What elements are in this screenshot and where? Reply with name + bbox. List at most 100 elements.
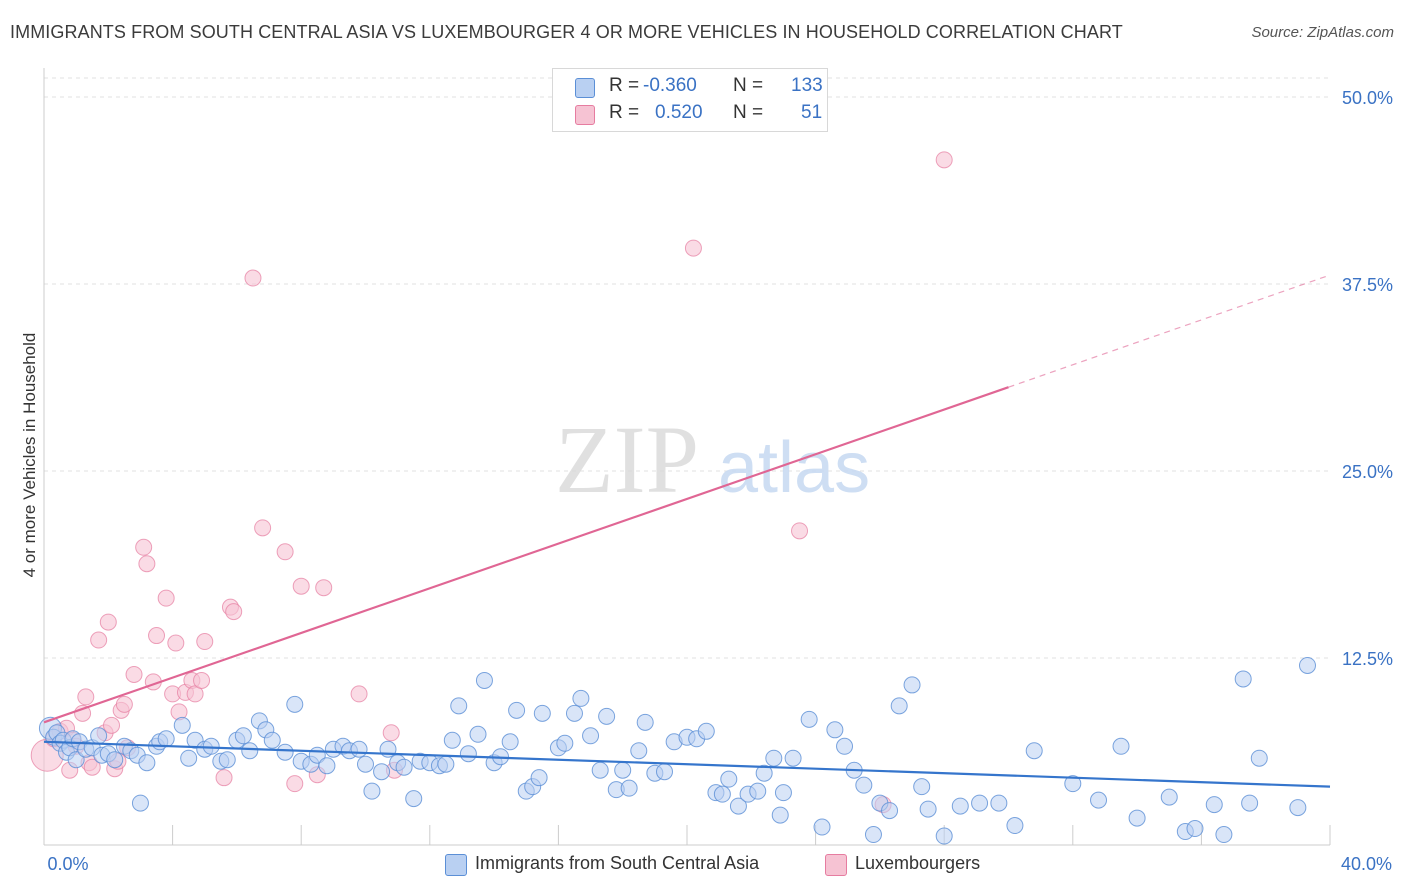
legend-swatch-blue (575, 78, 595, 98)
legend-n-value: 133 (791, 75, 823, 96)
south-central-asia-point (565, 704, 583, 722)
south-central-asia-point (813, 818, 831, 836)
south-central-asia-point (729, 797, 747, 815)
south-central-asia-point (501, 733, 519, 751)
south-central-asia-point (443, 731, 461, 749)
south-central-asia-point (598, 707, 616, 725)
south-central-asia-point (614, 761, 632, 779)
south-central-asia-point (713, 785, 731, 803)
south-central-asia-point (276, 743, 294, 761)
axes (43, 68, 1331, 846)
south-central-asia-point (1250, 749, 1268, 767)
luxembourger-point (135, 538, 153, 556)
south-central-asia-point (138, 754, 156, 772)
luxembourger-point (935, 151, 953, 169)
luxembourger-point (684, 239, 702, 257)
south-central-asia-point (530, 769, 548, 787)
luxembourger-point (225, 603, 243, 621)
trend-lines (43, 274, 1331, 788)
south-central-asia-point (533, 704, 551, 722)
south-central-asia-point (202, 737, 220, 755)
luxembourger-point (350, 685, 368, 703)
south-central-asia-point (131, 794, 149, 812)
south-central-asia-point (475, 671, 493, 689)
south-central-asia-point (836, 737, 854, 755)
south-central-asia-point (1128, 809, 1146, 827)
luxembourger-point (292, 577, 310, 595)
watermark: ZIP atlas (555, 406, 870, 513)
y-tick-label: 12.5% (1342, 649, 1393, 669)
south-central-asia-point (990, 794, 1008, 812)
luxembourger-point (315, 579, 333, 597)
correlation-legend: R = -0.360 N = 133 R = 0.520 N = 51 (552, 68, 828, 132)
south-central-asia-point (180, 749, 198, 767)
south-central-asia-point (855, 776, 873, 794)
south-central-asia-point (286, 695, 304, 713)
south-central-asia-point (1025, 742, 1043, 760)
bottom-legend-swatch-blue (445, 854, 467, 876)
south-central-asia-point (881, 802, 899, 820)
bottom-legend-label-blue: Immigrants from South Central Asia (475, 853, 760, 873)
legend-r-label: R = (609, 75, 640, 96)
south-central-asia-point (1064, 775, 1082, 793)
south-central-asia-point (755, 764, 773, 782)
luxembourger-point (83, 758, 101, 776)
south-central-asia-point (1160, 788, 1178, 806)
south-central-asia-point (67, 751, 85, 769)
south-central-asia-point (90, 727, 108, 745)
gridlines (44, 77, 1330, 659)
luxembourger-point (382, 724, 400, 742)
watermark-atlas: atlas (718, 428, 870, 508)
south-central-asia-point (655, 763, 673, 781)
legend-n-label: N = (733, 102, 764, 123)
luxembourger-point (167, 634, 185, 652)
south-central-asia-point (771, 806, 789, 824)
trend-line-blue (43, 740, 1331, 788)
south-central-asia-point (1090, 791, 1108, 809)
luxembourger-point (115, 695, 133, 713)
south-central-asia-point (951, 797, 969, 815)
south-central-asia-point (572, 689, 590, 707)
trend-line-pink (43, 386, 1009, 724)
south-central-asia-point (1289, 799, 1307, 817)
south-central-asia-point (318, 757, 336, 775)
south-central-asia-point (971, 794, 989, 812)
south-central-asia-point (582, 727, 600, 745)
luxembourger-point (103, 716, 121, 734)
south-central-asia-point (405, 790, 423, 808)
south-central-asia-point (234, 727, 252, 745)
luxembourger-point (286, 775, 304, 793)
y-tick-label: 25.0% (1342, 462, 1393, 482)
luxembourger-point (276, 543, 294, 561)
south-central-asia-point (636, 713, 654, 731)
trend-line-pink-extension (1008, 274, 1331, 388)
south-central-asia-point (508, 701, 526, 719)
luxembourger-point (77, 688, 95, 706)
south-central-asia-point (450, 697, 468, 715)
south-central-asia-point (1234, 670, 1252, 688)
x-tick-label: 0.0% (47, 854, 88, 874)
south-central-asia-point (749, 782, 767, 800)
luxembourger-point (90, 631, 108, 649)
south-central-asia-point (903, 676, 921, 694)
south-central-asia-point (630, 742, 648, 760)
source-label: Source: ZipAtlas.com (1251, 24, 1394, 41)
south-central-asia-point (395, 758, 413, 776)
south-central-asia-point (1186, 820, 1204, 838)
luxembourger-point (244, 269, 262, 287)
south-central-asia-point (459, 745, 477, 763)
south-central-asia-point (864, 826, 882, 844)
south-central-asia-point (935, 827, 953, 845)
south-central-asia-point (1006, 817, 1024, 835)
south-central-asia-point (620, 779, 638, 797)
x-tick-label: 40.0% (1341, 854, 1392, 874)
south-central-asia-point (263, 731, 281, 749)
south-central-asia-point (919, 800, 937, 818)
y-tick-label: 37.5% (1342, 275, 1393, 295)
south-central-asia-point (826, 721, 844, 739)
south-central-asia-point (357, 755, 374, 773)
south-central-asia-point (913, 778, 931, 796)
chart-title: IMMIGRANTS FROM SOUTH CENTRAL ASIA VS LU… (10, 22, 1123, 42)
luxembourger-point (196, 633, 214, 651)
